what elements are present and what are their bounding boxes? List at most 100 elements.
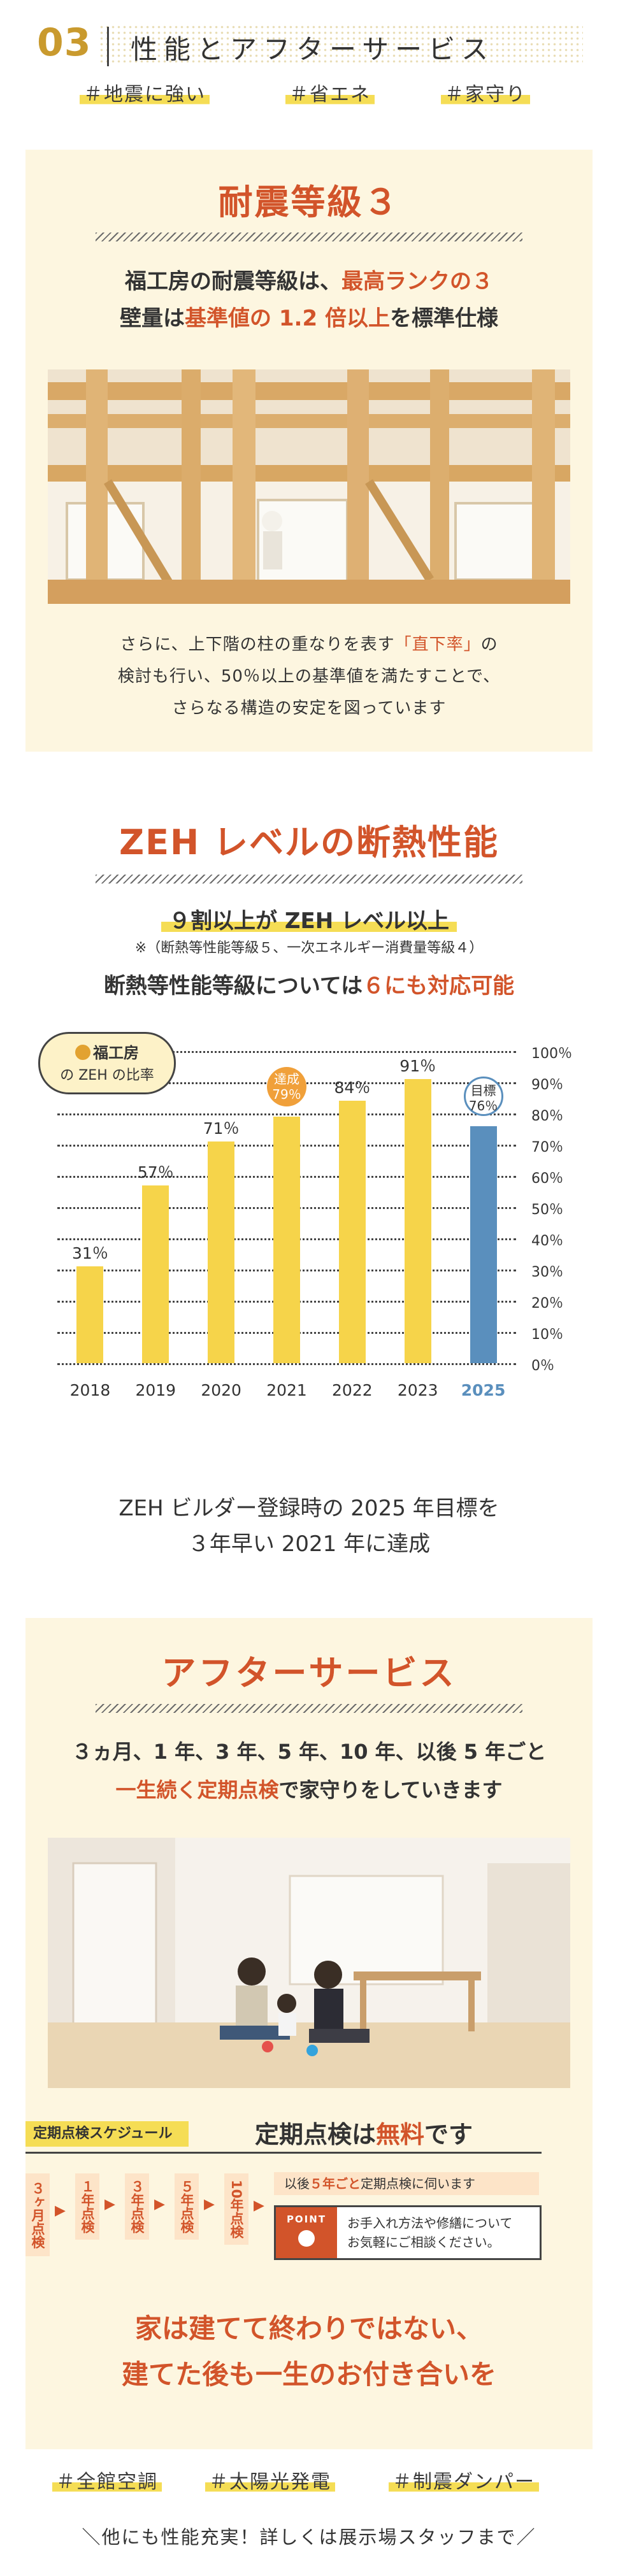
after-closing: 家は建てて終わりではない、 建てた後も一生のお付き合いを	[25, 2306, 593, 2398]
step-10-years: 10年点検	[224, 2173, 248, 2245]
zeh-support-a: 断熱等性能等級については	[103, 973, 363, 999]
point-label: POINT	[286, 2214, 327, 2225]
chart-gridline	[57, 1051, 516, 1053]
y-tick-label: 60％	[531, 1171, 563, 1187]
tag-air: ＃全館空調	[52, 2472, 162, 2493]
chart-bar	[273, 1116, 300, 1363]
badge-sub: の ZEH の比率	[60, 1068, 154, 1084]
after-card: アフターサービス ３ヵ月、1 年、3 年、5 年、10 年、以後 5 年ごと 一…	[25, 1618, 593, 2449]
zeh-support: 断熱等性能等級については６にも対応可能	[0, 968, 618, 999]
point-text: お手入れ方法や修繕について お気軽にご相談ください。	[347, 2214, 512, 2252]
arrow-icon: ▶	[55, 2203, 66, 2219]
quake-lead-2c: を標準仕様	[389, 306, 498, 331]
zeh-note: ※（断熱等性能等級５、一次エネルギー消費量等級４）	[134, 940, 484, 956]
quake-body-1b: 「直下率」	[394, 635, 481, 654]
closing-2: 建てた後も一生のお付き合いを	[121, 2359, 496, 2390]
after-note-b: ５年ごと	[310, 2176, 361, 2191]
after-hatch	[96, 1704, 522, 1713]
chart-bar	[142, 1185, 169, 1363]
quake-hatch	[96, 233, 522, 241]
chart-plot-area: 31％ 57％ 71％ 達成 79％ 84％ 91％ 目標 76％	[57, 1051, 516, 1365]
chart-bar	[404, 1079, 431, 1363]
y-tick-label: 10％	[531, 1327, 563, 1343]
after-title: アフターサービス	[161, 1653, 457, 1693]
data-label: 76％	[468, 1098, 498, 1113]
x-tick-label: 2023	[397, 1381, 438, 1399]
bubble-caption: 達成	[274, 1071, 299, 1087]
zeh-hatch	[96, 875, 522, 884]
tag-solar: ＃太陽光発電	[205, 2472, 335, 2493]
chart-gridline	[57, 1363, 516, 1365]
tag-earthquake: ＃地震に強い	[80, 84, 210, 106]
chart-bar-target	[470, 1126, 497, 1363]
quake-body: さらに、上下階の柱の重なりを表す「直下率」の 検討も行い、50％以上の基準値を満…	[25, 629, 593, 724]
after-lead-1: ３ヵ月、1 年、3 年、5 年、10 年、以後 5 年ごと	[71, 1740, 547, 1764]
point-box: POINT お手入れ方法や修繕について お気軽にご相談ください。	[274, 2205, 542, 2260]
quake-lead-2a: 壁量は	[120, 306, 185, 331]
y-tick-label: 80％	[531, 1108, 563, 1124]
after-lead-2b: で家守りをしていきます	[278, 1778, 503, 1802]
zeh-headline: ９割以上が ZEH レベル以上	[161, 908, 457, 934]
after-note: 以後５年ごと定期点検に伺います	[274, 2172, 539, 2195]
arrow-icon: ▶	[254, 2198, 264, 2214]
header-divider	[107, 27, 109, 66]
after-note-a: 以後	[284, 2176, 310, 2191]
section-title: 性能とアフターサービス	[131, 34, 495, 65]
quake-lead-2b: 基準値の 1.2 倍以上	[185, 306, 390, 331]
y-tick-label: 40％	[531, 1233, 563, 1249]
chart-y-axis: 0％ 10％ 20％ 30％ 40％ 50％ 60％ 70％ 80％ 90％ 100％	[529, 1046, 580, 1374]
quake-title: 耐震等級３	[218, 182, 400, 222]
point-badge: POINT	[276, 2207, 337, 2258]
data-label: 84％	[334, 1078, 371, 1098]
zeh-chart: 31％ 57％ 71％ 達成 79％ 84％ 91％ 目標 76％ 0％ 10％ 20％ 30％ 40％…	[38, 1032, 580, 1399]
quake-lead-1a: 福工房の耐震等級は、	[125, 269, 341, 294]
schedule-rule	[25, 2152, 542, 2154]
step-1-year: １年点検	[75, 2173, 99, 2240]
arrow-icon: ▶	[104, 2196, 115, 2212]
x-tick-label: 2018	[69, 1381, 111, 1399]
data-label: 79％	[272, 1086, 301, 1102]
chart-bar	[338, 1101, 366, 1363]
x-tick-label: 2025	[461, 1381, 506, 1399]
y-tick-label: 70％	[531, 1140, 563, 1156]
family-photo	[48, 1838, 570, 2088]
y-tick-label: 100％	[531, 1046, 572, 1062]
chart-gridline	[57, 1113, 516, 1115]
schedule-title: 定期点検は無料です	[255, 2115, 473, 2150]
y-tick-label: 50％	[531, 1202, 563, 1218]
zeh-footer-1: ZEH ビルダー登録時の 2025 年目標を	[119, 1496, 499, 1521]
quake-lead: 福工房の耐震等級は、最高ランクの３ 壁量は基準値の 1.2 倍以上を標準仕様	[25, 263, 593, 337]
tag-energy: ＃省エネ	[285, 84, 375, 106]
timber-frame-photo	[48, 369, 570, 604]
after-lead-2a: 一生続く定期点検	[115, 1778, 279, 1802]
badge-brand: 福工房	[93, 1044, 139, 1062]
x-tick-label: 2021	[266, 1381, 307, 1399]
quake-card: 耐震等級３ 福工房の耐震等級は、最高ランクの３ 壁量は基準値の 1.2 倍以上を…	[25, 150, 593, 752]
x-tick-label: 2022	[332, 1381, 373, 1399]
zeh-support-b: ６にも対応可能	[363, 973, 515, 999]
data-label: 91％	[399, 1057, 436, 1076]
lightbulb-icon	[298, 2230, 315, 2247]
y-tick-label: 90％	[531, 1077, 563, 1093]
schedule-title-c: です	[424, 2121, 473, 2149]
point-text-2: お気軽にご相談ください。	[347, 2235, 500, 2250]
tag-damper: ＃制震ダンパー	[389, 2472, 539, 2493]
y-tick-label: 30％	[531, 1264, 563, 1280]
schedule-title-a: 定期点検は	[255, 2121, 377, 2149]
arrow-icon: ▶	[204, 2196, 215, 2212]
step-5-years: ５年点検	[175, 2173, 199, 2240]
section-number: 03	[37, 20, 92, 65]
zeh-footer-2: ３年早い 2021 年に達成	[187, 1531, 431, 1557]
quake-body-3: さらなる構造の安定を図っています	[171, 699, 447, 718]
y-tick-label: 0％	[531, 1358, 554, 1374]
x-tick-label: 2019	[135, 1381, 176, 1399]
data-label: 31％	[72, 1244, 108, 1263]
schedule-label: 定期点検スケジュール	[25, 2121, 189, 2147]
data-label: 57％	[137, 1163, 174, 1182]
quake-body-2: 検討も行い、50％以上の基準値を満たすことで、	[117, 667, 501, 686]
tag-house-care: ＃家守り	[441, 84, 530, 106]
zeh-footer: ZEH ビルダー登録時の 2025 年目標を ３年早い 2021 年に達成	[0, 1491, 618, 1562]
after-note-c: 定期点検に伺います	[361, 2176, 475, 2191]
point-text-1: お手入れ方法や修繕について	[347, 2215, 513, 2231]
closing-1: 家は建てて終わりではない、	[134, 2313, 483, 2344]
